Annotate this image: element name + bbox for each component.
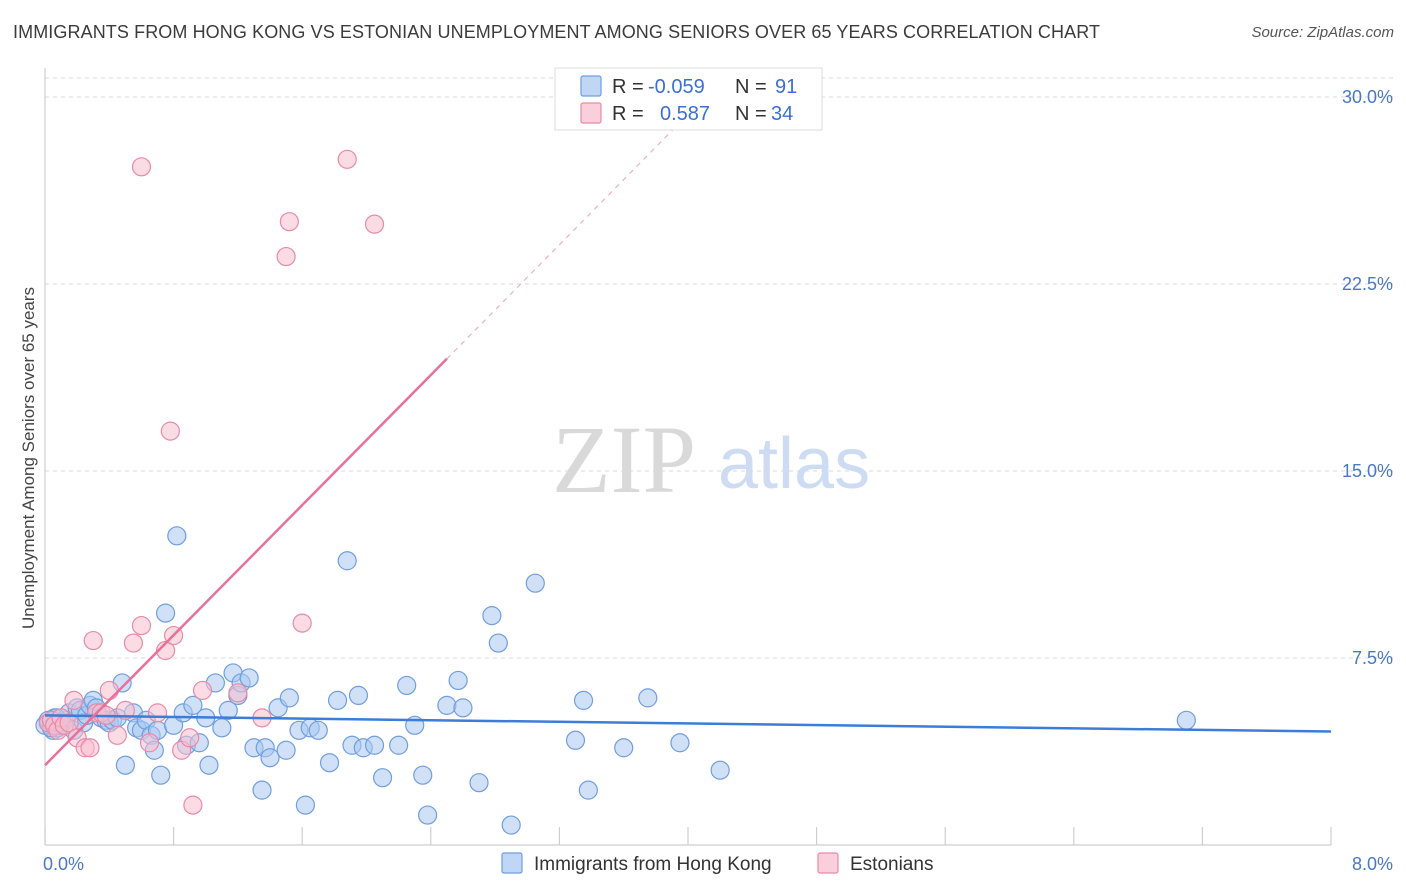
series-legend-label-hong-kong: Immigrants from Hong Kong <box>534 854 772 875</box>
estonians-point-27 <box>192 680 213 701</box>
series-legend: Immigrants from Hong Kong Estonians <box>501 852 933 875</box>
estonians-point-10 <box>80 738 100 758</box>
hong-kong-point-30 <box>155 603 176 623</box>
hong-kong-point-32 <box>167 526 187 546</box>
estonians-point-6 <box>59 713 79 733</box>
hong-kong-point-58 <box>327 690 348 710</box>
watermark: ZIP atlas <box>552 406 870 513</box>
estonians-point-18 <box>123 633 144 653</box>
legend-r-label-1: R = <box>612 76 644 98</box>
estonians-point-21 <box>147 703 168 723</box>
trend-line-hong-kong <box>44 714 1332 733</box>
watermark-zip: ZIP <box>552 406 696 513</box>
estonians-point-7 <box>64 690 84 710</box>
y-tick-label-1: 15.0% <box>1342 461 1393 481</box>
watermark-atlas: atlas <box>718 424 870 504</box>
y-tick-label-2: 22.5% <box>1342 274 1393 294</box>
legend-n-value-2: 34 <box>771 103 793 125</box>
x-tick-label-1: 8.0% <box>1352 854 1393 874</box>
estonians-point-33 <box>337 149 357 169</box>
gridlines <box>45 77 1393 659</box>
hong-kong-point-52 <box>279 688 299 708</box>
hong-kong-point-68 <box>413 765 433 785</box>
legend-r-value-2: 0.587 <box>660 103 710 125</box>
estonians-point-36 <box>364 214 385 234</box>
y-tick-label-0: 7.5% <box>1352 648 1393 668</box>
series-hong-kong-points <box>35 526 1196 835</box>
hong-kong-point-75 <box>488 633 508 653</box>
hong-kong-point-69 <box>417 805 438 825</box>
y-tick-label-3: 30.0% <box>1342 87 1393 107</box>
hong-kong-point-63 <box>364 735 385 755</box>
trend-line-estonians <box>44 357 448 767</box>
estonians-point-26 <box>183 795 203 815</box>
estonians-point-20 <box>139 733 160 753</box>
hong-kong-point-79 <box>573 690 594 710</box>
hong-kong-point-51 <box>276 740 296 760</box>
estonians-point-28 <box>228 683 248 703</box>
hong-kong-point-77 <box>525 573 545 593</box>
estonians-point-35 <box>160 421 180 441</box>
hong-kong-point-64 <box>372 768 393 788</box>
hong-kong-point-45 <box>239 668 259 688</box>
tick-labels: 7.5% 15.0% 22.5% 30.0% 0.0% 8.0% <box>43 87 1393 874</box>
legend-r-label-2: R = <box>612 103 644 125</box>
hong-kong-point-61 <box>348 685 369 706</box>
hong-kong-point-66 <box>397 675 417 696</box>
hong-kong-point-41 <box>218 700 238 720</box>
hong-kong-point-71 <box>448 670 468 691</box>
hong-kong-point-81 <box>614 738 634 758</box>
estonians-point-25 <box>180 728 200 748</box>
hong-kong-point-47 <box>252 780 272 800</box>
hong-kong-point-82 <box>638 688 658 708</box>
hong-kong-point-84 <box>710 760 730 780</box>
correlation-legend: R = -0.059 N = 91 R = 0.587 N = 34 <box>554 67 823 131</box>
hong-kong-point-59 <box>337 551 357 571</box>
legend-r-value-1: -0.059 <box>648 76 705 98</box>
y-axis-label: Unemployment Among Seniors over 65 years <box>19 287 38 629</box>
hong-kong-point-78 <box>565 730 586 750</box>
hong-kong-point-38 <box>199 755 219 775</box>
legend-n-label-2: N = <box>735 103 767 125</box>
trend-lines <box>44 114 1332 767</box>
legend-swatch-hong-kong <box>580 75 602 97</box>
estonians-point-16 <box>107 725 127 745</box>
trend-line-estonians-extension <box>446 114 689 360</box>
hong-kong-point-83 <box>670 733 690 753</box>
hong-kong-point-65 <box>389 735 409 755</box>
hong-kong-point-76 <box>501 815 521 835</box>
hong-kong-point-80 <box>578 780 598 800</box>
x-tick-label-0: 0.0% <box>43 854 84 874</box>
estonians-point-31 <box>279 212 299 232</box>
hong-kong-point-35 <box>183 695 203 715</box>
series-legend-swatch-estonians <box>817 852 839 874</box>
hong-kong-point-56 <box>308 720 328 740</box>
estonians-point-30 <box>276 246 296 267</box>
series-legend-label-estonians: Estonians <box>850 854 933 875</box>
legend-n-value-1: 91 <box>775 76 797 98</box>
estonians-point-17 <box>115 700 135 720</box>
hong-kong-point-70 <box>437 695 457 715</box>
hong-kong-point-73 <box>469 773 489 793</box>
hong-kong-point-74 <box>482 606 502 626</box>
hong-kong-point-29 <box>151 765 171 785</box>
hong-kong-point-49 <box>260 748 280 768</box>
estonians-point-19 <box>131 615 152 636</box>
legend-swatch-estonians <box>580 102 602 124</box>
estonians-point-32 <box>292 613 312 633</box>
chart-title: IMMIGRANTS FROM HONG KONG VS ESTONIAN UN… <box>13 22 1101 42</box>
hong-kong-point-57 <box>319 753 340 773</box>
source-attribution: Source: ZipAtlas.com <box>1251 24 1394 41</box>
legend-n-label-1: N = <box>735 76 767 98</box>
hong-kong-point-72 <box>453 698 473 718</box>
hong-kong-point-90 <box>1176 710 1196 730</box>
estonians-point-11 <box>83 630 103 651</box>
hong-kong-point-21 <box>115 755 135 775</box>
hong-kong-point-54 <box>295 795 316 815</box>
estonians-point-15 <box>99 680 119 701</box>
series-legend-swatch-hong-kong <box>501 852 523 874</box>
estonians-point-34 <box>131 157 152 177</box>
hong-kong-point-40 <box>212 718 232 738</box>
